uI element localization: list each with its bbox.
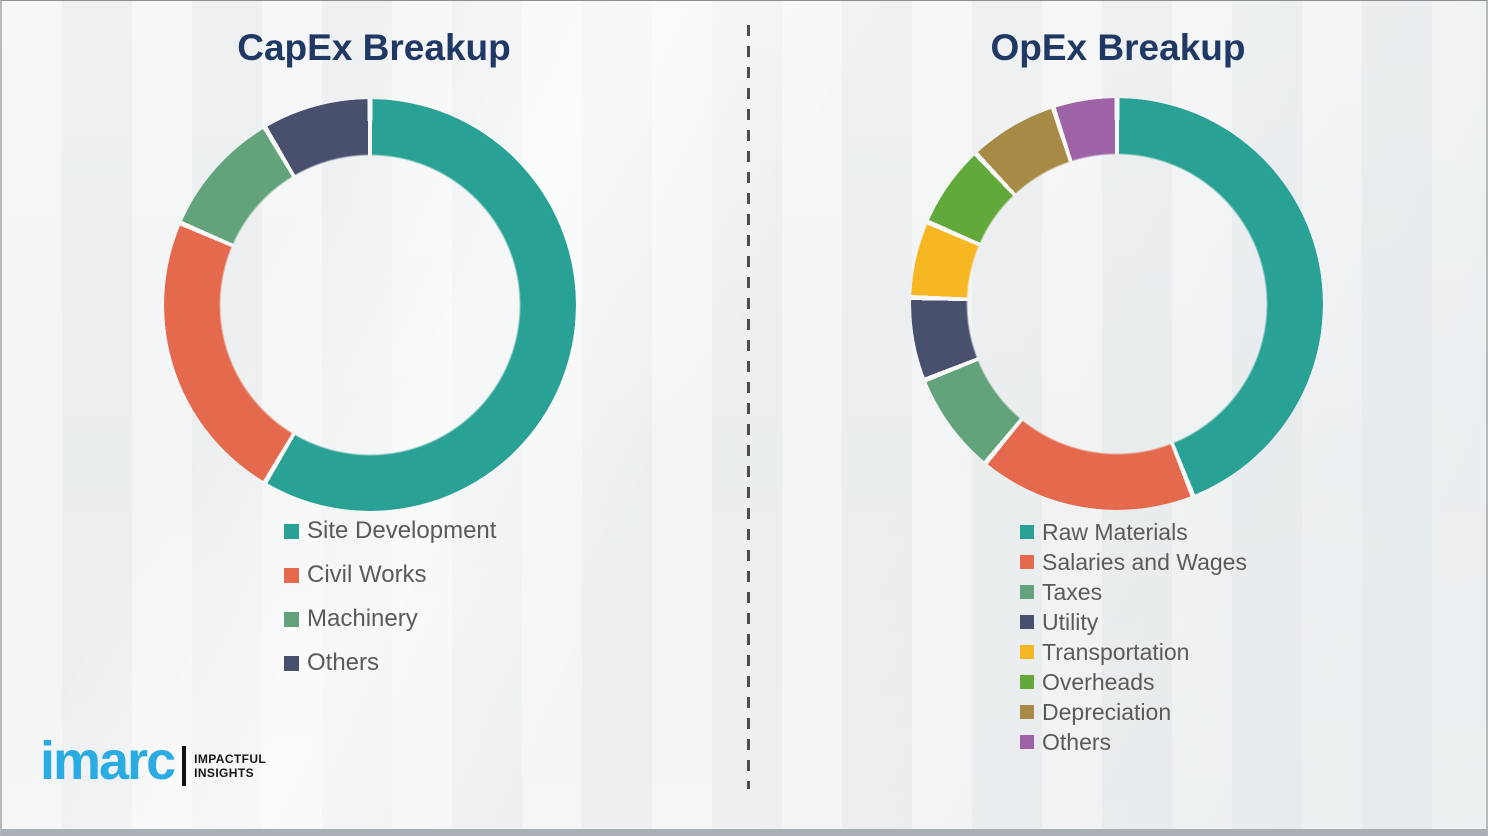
legend-color-swatch	[1020, 735, 1034, 749]
legend-label: Salaries and Wages	[1042, 548, 1247, 575]
legend-label: Depreciation	[1042, 698, 1172, 725]
legend-item: Taxes	[1020, 577, 1247, 607]
legend-color-swatch	[284, 611, 299, 627]
legend-item: Raw Materials	[1020, 517, 1247, 547]
legend-color-swatch	[1020, 615, 1034, 629]
legend-item: Overheads	[1020, 667, 1247, 697]
legend-item: Transportation	[1020, 637, 1247, 667]
legend-label: Transportation	[1042, 638, 1190, 665]
logo-separator-bar	[182, 746, 187, 786]
vertical-dashed-divider	[747, 25, 750, 789]
legend-item: Others	[284, 641, 496, 685]
legend-item: Utility	[1020, 607, 1247, 637]
legend-item: Others	[1020, 727, 1247, 757]
legend-label: Others	[1042, 728, 1112, 755]
capex-donut-chart	[164, 99, 576, 511]
legend-label: Raw Materials	[1042, 518, 1188, 545]
tagline-line1: IMPACTFUL	[194, 752, 267, 766]
opex-legend: Raw Materials Salaries and Wages Taxes U…	[1020, 517, 1247, 757]
legend-color-swatch	[1020, 705, 1034, 719]
legend-label: Site Development	[307, 517, 497, 544]
legend-label: Taxes	[1042, 578, 1103, 605]
legend-item: Civil Works	[284, 553, 496, 597]
legend-label: Civil Works	[307, 561, 427, 588]
legend-item: Site Development	[284, 509, 496, 553]
legend-color-swatch	[1020, 525, 1034, 539]
legend-color-swatch	[284, 523, 299, 539]
legend-color-swatch	[1020, 645, 1034, 659]
capex-legend: Site Development Civil Works Machinery O…	[284, 509, 496, 685]
legend-item: Machinery	[284, 597, 496, 641]
opex-chart-title: OpEx Breakup	[990, 27, 1246, 68]
imarc-logo: imarc IMPACTFUL INSIGHTS	[40, 733, 266, 789]
legend-color-swatch	[1020, 585, 1034, 599]
legend-color-swatch	[1020, 555, 1034, 569]
opex-donut-chart	[911, 98, 1323, 510]
tagline-line2: INSIGHTS	[194, 766, 254, 780]
legend-label: Others	[307, 649, 380, 676]
imarc-wordmark: imarc	[40, 731, 176, 791]
legend-label: Utility	[1042, 608, 1099, 635]
legend-color-swatch	[284, 655, 299, 671]
imarc-tagline: IMPACTFUL INSIGHTS	[194, 752, 266, 780]
capex-chart-title: CapEx Breakup	[237, 27, 511, 68]
legend-item: Salaries and Wages	[1020, 547, 1247, 577]
legend-color-swatch	[1020, 675, 1034, 689]
legend-label: Machinery	[307, 605, 418, 632]
legend-label: Overheads	[1042, 668, 1155, 695]
legend-item: Depreciation	[1020, 697, 1247, 727]
legend-color-swatch	[284, 567, 299, 583]
